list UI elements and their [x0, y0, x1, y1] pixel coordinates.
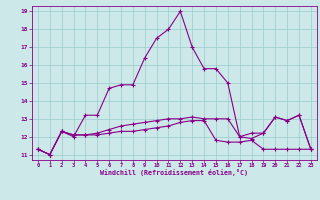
X-axis label: Windchill (Refroidissement éolien,°C): Windchill (Refroidissement éolien,°C): [100, 169, 248, 176]
